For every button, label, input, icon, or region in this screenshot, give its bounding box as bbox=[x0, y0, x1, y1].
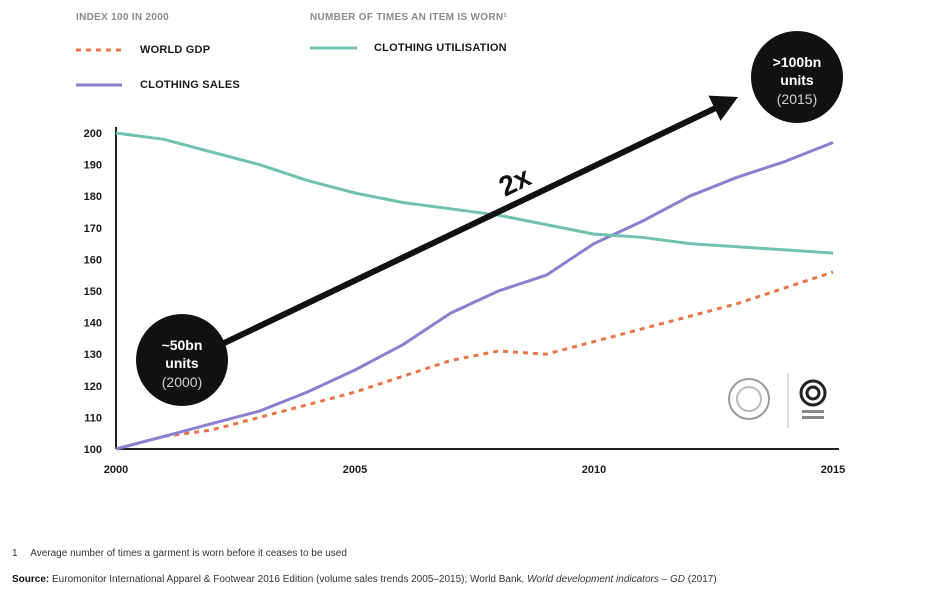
end-unit: units bbox=[780, 72, 814, 88]
logo-left-inner-icon bbox=[736, 386, 762, 412]
growth-arrow-line bbox=[218, 101, 726, 348]
y-tick-label: 150 bbox=[84, 286, 102, 298]
start-unit: units bbox=[165, 355, 199, 371]
y-tick-label: 140 bbox=[84, 318, 102, 330]
source-note: Source: Euromonitor International Appare… bbox=[12, 573, 917, 587]
legend-label-utilisation: CLOTHING UTILISATION bbox=[374, 42, 507, 54]
logo-right-icon bbox=[799, 379, 827, 407]
source-italic: World development indicators – GD bbox=[527, 574, 685, 585]
logo-right-wordmark-icon bbox=[802, 410, 824, 413]
legend-label-sales: CLOTHING SALES bbox=[140, 79, 240, 91]
source-tail: (2017) bbox=[684, 574, 717, 585]
y-tick-label: 110 bbox=[84, 412, 102, 424]
footnote-text: Average number of times a garment is wor… bbox=[30, 548, 347, 559]
x-tick-label: 2010 bbox=[582, 464, 606, 476]
axes: 100 110 120 130 140 150 160 170 180 190 200 2000 200… bbox=[84, 127, 845, 476]
series-line-world-gdp bbox=[115, 270, 834, 451]
logos bbox=[728, 374, 827, 428]
series-lines bbox=[115, 131, 834, 451]
line-chart: 100 110 120 130 140 150 160 170 180 190 200 2000 200… bbox=[84, 31, 845, 476]
start-circle bbox=[136, 314, 228, 406]
legend-swatches bbox=[76, 46, 357, 87]
footnote: 1 Average number of times a garment is w… bbox=[12, 548, 347, 559]
footnote-number: 1 bbox=[12, 548, 18, 559]
start-year: (2000) bbox=[162, 374, 202, 390]
y-tick-label: 190 bbox=[84, 160, 102, 172]
y-tick-label: 160 bbox=[84, 254, 102, 266]
legend-heading-worn: NUMBER OF TIMES AN ITEM IS WORN¹ bbox=[310, 12, 507, 23]
legend-heading-index: INDEX 100 IN 2000 bbox=[76, 12, 169, 23]
source-label: Source: bbox=[12, 574, 50, 585]
y-tick-label: 170 bbox=[84, 223, 102, 235]
logo-right-inner-icon bbox=[805, 385, 821, 401]
logo-left-icon bbox=[728, 378, 770, 420]
y-tick-label: 130 bbox=[84, 349, 102, 361]
end-circle bbox=[751, 31, 843, 123]
x-tick-label: 2005 bbox=[343, 464, 367, 476]
growth-arrow-head bbox=[708, 95, 738, 121]
logo-right-wordmark2-icon bbox=[802, 416, 824, 419]
source-text: Euromonitor International Apparel & Foot… bbox=[52, 574, 528, 585]
y-tick-label: 100 bbox=[84, 444, 102, 456]
x-tick-label: 2000 bbox=[104, 464, 128, 476]
end-year: (2015) bbox=[777, 91, 817, 107]
y-tick-label: 200 bbox=[84, 128, 102, 140]
y-tick-label: 180 bbox=[84, 191, 102, 203]
series-line-clothing-sales bbox=[115, 141, 834, 451]
legend-label-gdp: WORLD GDP bbox=[140, 44, 211, 56]
end-amount: >100bn bbox=[773, 54, 822, 70]
start-amount: ~50bn bbox=[162, 337, 203, 353]
series-line-clothing-utilisation bbox=[115, 131, 834, 255]
y-tick-label: 120 bbox=[84, 381, 102, 393]
x-tick-label: 2015 bbox=[821, 464, 845, 476]
